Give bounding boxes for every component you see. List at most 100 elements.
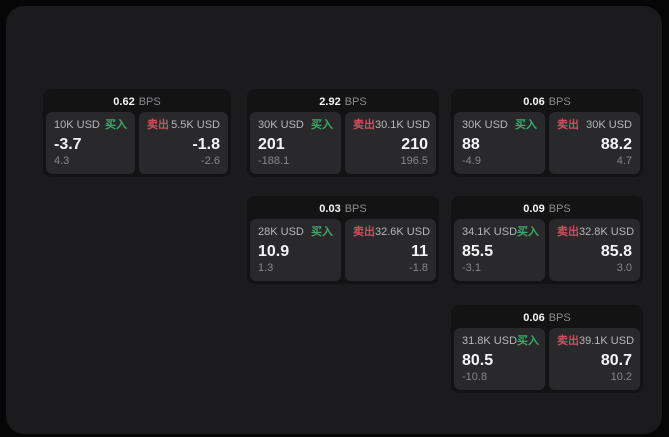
buy-side-label: 买入 (517, 335, 540, 347)
buy-price: 80.5 (462, 352, 494, 369)
sell-side-label: 卖出 (557, 119, 579, 131)
spread-header: 2.92 BPS (247, 89, 439, 112)
sell-side-label: 卖出 (147, 119, 169, 131)
spread-header: 0.62 BPS (43, 89, 231, 112)
buy-quote-panel[interactable]: 30K USD 买入 201 -188.1 (250, 112, 341, 174)
bps-unit-label: BPS (344, 95, 367, 108)
buy-meta-row: 30K USD 买入 (258, 119, 333, 132)
sell-size-label: 39.1K USD (579, 335, 635, 347)
buy-meta-row: 28K USD 买入 (258, 226, 333, 239)
sell-sub-value: 10.2 (610, 371, 632, 383)
sell-sub-value: 196.5 (400, 155, 428, 167)
buy-side-label: 买入 (517, 226, 540, 238)
spread-value: 0.03 (319, 202, 341, 215)
bps-unit-label: BPS (548, 202, 571, 215)
sell-meta-row: 卖出 5.5K USD (147, 119, 220, 132)
buy-quote-panel[interactable]: 34.1K USD 买入 85.5 -3.1 (454, 219, 545, 281)
buy-meta-row: 31.8K USD 买入 (462, 335, 540, 348)
sell-side-label: 卖出 (557, 226, 579, 238)
quotes-dashboard-panel: 0.62 BPS 10K USD 买入 -3.7 4.3 卖出 5.5K USD… (6, 6, 662, 434)
quote-card-5: 0.09 BPS 34.1K USD 买入 85.5 -3.1 卖出 32.8K… (451, 196, 643, 284)
sell-meta-row: 卖出 30K USD (557, 119, 632, 132)
bps-unit-label: BPS (548, 95, 571, 108)
spread-value: 0.62 (113, 95, 135, 108)
sell-side-label: 卖出 (353, 119, 375, 131)
buy-size-label: 31.8K USD (462, 335, 518, 347)
spread-value: 0.09 (523, 202, 545, 215)
buy-side-label: 买入 (105, 119, 127, 131)
buy-meta-row: 34.1K USD 买入 (462, 226, 540, 239)
buy-quote-panel[interactable]: 30K USD 买入 88 -4.9 (454, 112, 545, 174)
sell-side-label: 卖出 (557, 335, 579, 347)
sell-price: 88.2 (600, 136, 632, 153)
quote-panels: 10K USD 买入 -3.7 4.3 卖出 5.5K USD -1.8 -2.… (43, 112, 231, 177)
sell-quote-panel[interactable]: 卖出 32.8K USD 85.8 3.0 (549, 219, 640, 281)
buy-meta-row: 10K USD 买入 (54, 119, 127, 132)
buy-price: 10.9 (258, 243, 290, 260)
buy-price: 85.5 (462, 243, 494, 260)
buy-side-label: 买入 (311, 226, 333, 238)
buy-quote-panel[interactable]: 31.8K USD 买入 80.5 -10.8 (454, 328, 545, 390)
sell-meta-row: 卖出 32.8K USD (557, 226, 635, 239)
buy-sub-value: 4.3 (54, 155, 70, 167)
quote-card-3: 0.06 BPS 30K USD 买入 88 -4.9 卖出 30K USD 8… (451, 89, 643, 177)
sell-sub-value: 4.7 (616, 155, 632, 167)
sell-side-label: 卖出 (353, 226, 375, 238)
buy-size-label: 34.1K USD (462, 226, 518, 238)
buy-quote-panel[interactable]: 10K USD 买入 -3.7 4.3 (46, 112, 135, 174)
buy-side-label: 买入 (311, 119, 333, 131)
buy-sub-value: -4.9 (462, 155, 481, 167)
sell-price: 80.7 (600, 352, 632, 369)
sell-size-label: 32.8K USD (579, 226, 635, 238)
spread-value: 2.92 (319, 95, 341, 108)
sell-size-label: 32.6K USD (375, 226, 431, 238)
buy-price: -3.7 (54, 136, 82, 153)
sell-price: 11 (411, 243, 428, 260)
sell-quote-panel[interactable]: 卖出 32.6K USD 11 -1.8 (345, 219, 436, 281)
buy-size-label: 30K USD (462, 119, 508, 131)
spread-value: 0.06 (523, 95, 545, 108)
spread-header: 0.03 BPS (247, 196, 439, 219)
quote-panels: 34.1K USD 买入 85.5 -3.1 卖出 32.8K USD 85.8… (451, 219, 643, 284)
sell-quote-panel[interactable]: 卖出 30.1K USD 210 196.5 (345, 112, 436, 174)
buy-price: 88 (462, 136, 480, 153)
buy-sub-value: 1.3 (258, 262, 274, 274)
spread-header: 0.06 BPS (451, 305, 643, 328)
sell-meta-row: 卖出 30.1K USD (353, 119, 431, 132)
sell-quote-panel[interactable]: 卖出 30K USD 88.2 4.7 (549, 112, 640, 174)
quote-panels: 31.8K USD 买入 80.5 -10.8 卖出 39.1K USD 80.… (451, 328, 643, 393)
bps-unit-label: BPS (138, 95, 161, 108)
buy-meta-row: 30K USD 买入 (462, 119, 537, 132)
buy-sub-value: -188.1 (258, 155, 290, 167)
quote-card-6: 0.06 BPS 31.8K USD 买入 80.5 -10.8 卖出 39.1… (451, 305, 643, 393)
sell-price: 210 (401, 136, 428, 153)
quote-panels: 30K USD 买入 88 -4.9 卖出 30K USD 88.2 4.7 (451, 112, 643, 177)
sell-size-label: 30.1K USD (375, 119, 431, 131)
quote-card-2: 2.92 BPS 30K USD 买入 201 -188.1 卖出 30.1K … (247, 89, 439, 177)
quote-panels: 28K USD 买入 10.9 1.3 卖出 32.6K USD 11 -1.8 (247, 219, 439, 284)
buy-sub-value: -10.8 (462, 371, 488, 383)
buy-size-label: 28K USD (258, 226, 304, 238)
sell-price: 85.8 (600, 243, 632, 260)
sell-quote-panel[interactable]: 卖出 39.1K USD 80.7 10.2 (549, 328, 640, 390)
buy-side-label: 买入 (515, 119, 537, 131)
quote-panels: 30K USD 买入 201 -188.1 卖出 30.1K USD 210 1… (247, 112, 439, 177)
sell-price: -1.8 (192, 136, 220, 153)
sell-meta-row: 卖出 32.6K USD (353, 226, 431, 239)
buy-price: 201 (258, 136, 285, 153)
bps-unit-label: BPS (548, 311, 571, 324)
buy-quote-panel[interactable]: 28K USD 买入 10.9 1.3 (250, 219, 341, 281)
sell-meta-row: 卖出 39.1K USD (557, 335, 635, 348)
sell-sub-value: -1.8 (409, 262, 428, 274)
bps-unit-label: BPS (344, 202, 367, 215)
spread-header: 0.06 BPS (451, 89, 643, 112)
quote-card-4: 0.03 BPS 28K USD 买入 10.9 1.3 卖出 32.6K US… (247, 196, 439, 284)
sell-sub-value: -2.6 (201, 155, 220, 167)
sell-sub-value: 3.0 (616, 262, 632, 274)
sell-quote-panel[interactable]: 卖出 5.5K USD -1.8 -2.6 (139, 112, 228, 174)
spread-header: 0.09 BPS (451, 196, 643, 219)
sell-size-label: 5.5K USD (171, 119, 220, 131)
spread-value: 0.06 (523, 311, 545, 324)
buy-size-label: 10K USD (54, 119, 100, 131)
